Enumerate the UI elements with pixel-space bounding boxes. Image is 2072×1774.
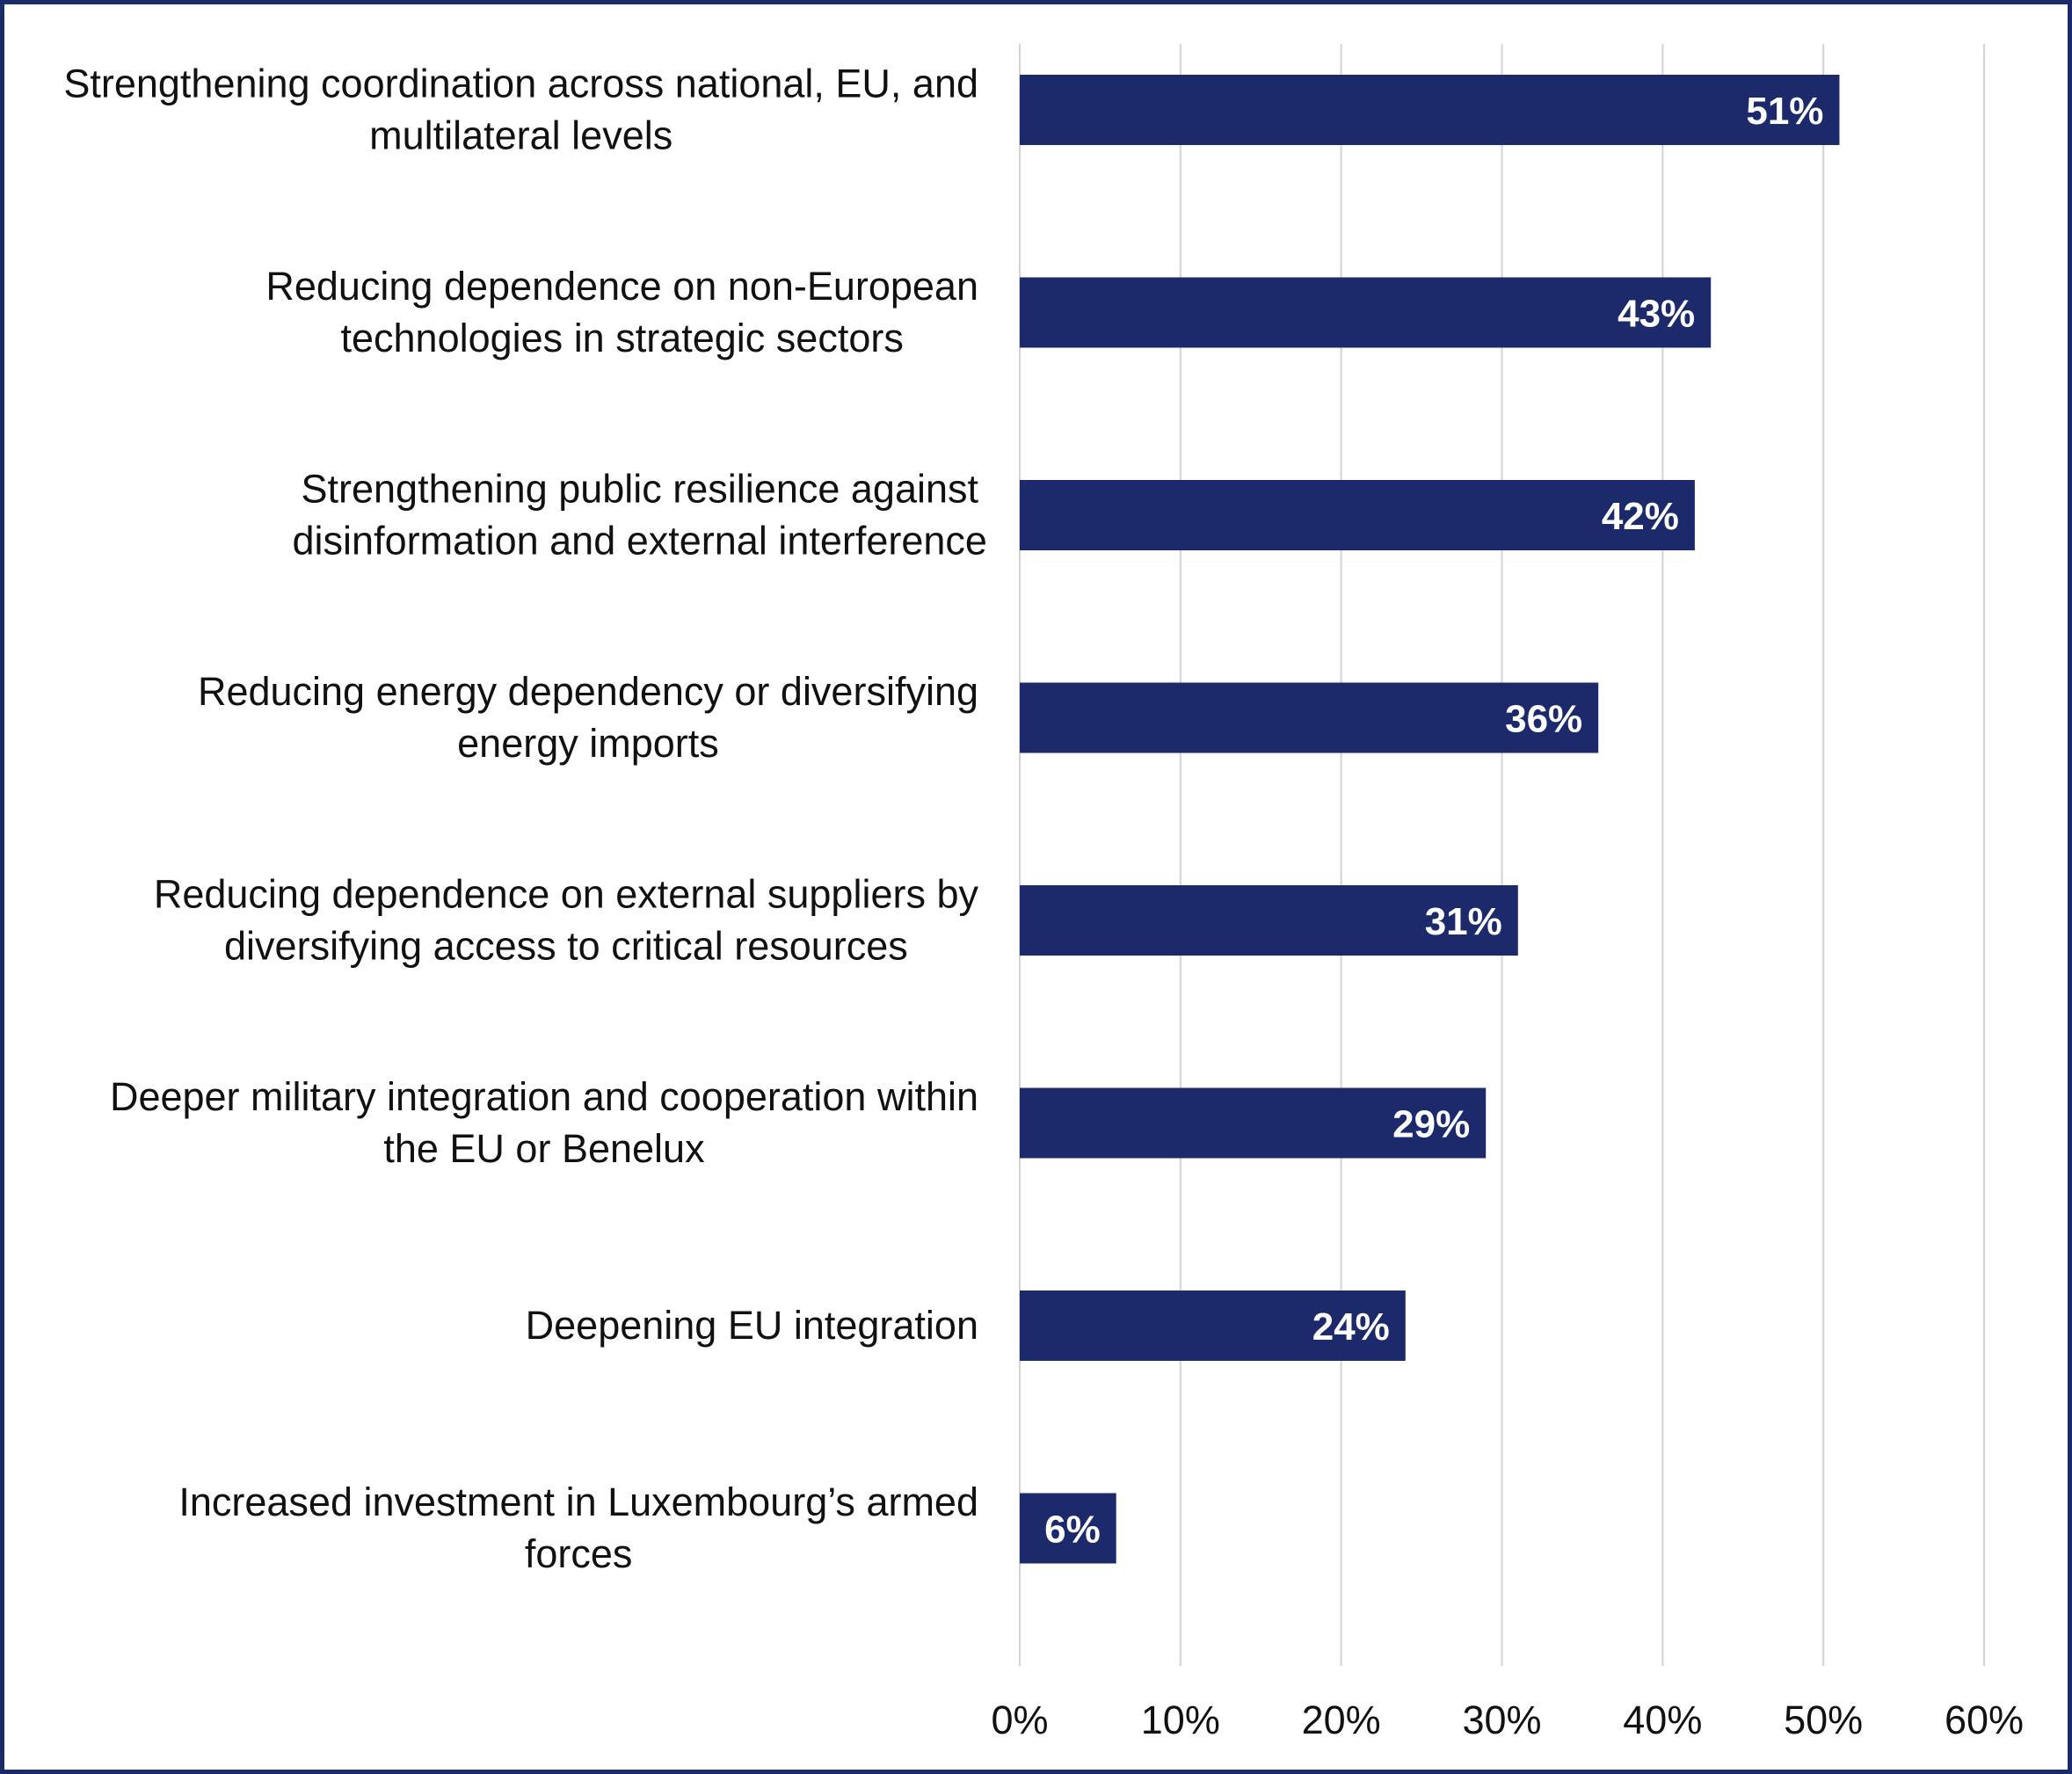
x-axis-tick-labels: 0% 10% 20% 30% 40% 50% 60% — [991, 1698, 2024, 1742]
data-label: 36% — [1505, 698, 1582, 741]
category-label: Deepening EU integration — [526, 1303, 978, 1348]
category-label: Increased investment in Luxembourg’s arm… — [178, 1480, 978, 1576]
category-label: Strengthening public resilience against d… — [293, 467, 987, 563]
bar — [1020, 682, 1599, 753]
data-label: 43% — [1618, 293, 1695, 336]
x-tick-label: 30% — [1462, 1698, 1541, 1742]
bar — [1020, 1087, 1487, 1159]
data-label: 51% — [1746, 90, 1823, 133]
bars: 51% 43% 42% 36% 31% 29% 24% 6% — [1020, 75, 1840, 1564]
category-label-line: Deepening EU integration — [526, 1303, 978, 1348]
category-label-line: energy imports — [457, 721, 719, 766]
bar — [1020, 1291, 1406, 1361]
category-label: Reducing energy dependency or diversifyi… — [198, 669, 978, 766]
category-label: Reducing dependence on non-European techn… — [265, 264, 978, 360]
category-label-line: forces — [525, 1531, 633, 1576]
category-label-line: disinformation and external interference — [293, 519, 987, 563]
x-tick-label: 0% — [991, 1698, 1048, 1742]
x-tick-label: 50% — [1784, 1698, 1863, 1742]
category-label-line: Strengthening coordination across nation… — [63, 62, 978, 106]
category-label-line: diversifying access to critical resource… — [224, 924, 908, 969]
data-label: 31% — [1425, 900, 1502, 943]
category-label-line: Strengthening public resilience against — [302, 467, 979, 512]
bar — [1020, 480, 1695, 550]
bar — [1020, 75, 1840, 145]
x-tick-label: 10% — [1141, 1698, 1220, 1742]
category-label-line: Reducing dependence on non-European — [265, 264, 978, 309]
bar — [1020, 885, 1518, 956]
category-label-line: Reducing energy dependency or diversifyi… — [198, 669, 978, 714]
x-tick-label: 40% — [1623, 1698, 1702, 1742]
category-label: Deeper military integration and cooperat… — [110, 1074, 978, 1171]
data-label: 6% — [1044, 1509, 1101, 1552]
x-tick-label: 20% — [1302, 1698, 1381, 1742]
category-labels: Strengthening coordination across nation… — [63, 62, 987, 1577]
category-label: Reducing dependence on external supplier… — [154, 872, 979, 969]
category-label-line: multilateral levels — [369, 113, 672, 158]
category-label-line: Reducing dependence on external supplier… — [154, 872, 979, 917]
category-label-line: Increased investment in Luxembourg’s arm… — [178, 1480, 978, 1524]
bar — [1020, 277, 1712, 348]
category-label-line: Deeper military integration and cooperat… — [110, 1074, 978, 1119]
data-label: 42% — [1602, 495, 1679, 538]
data-label: 24% — [1312, 1305, 1390, 1349]
x-tick-label: 60% — [1945, 1698, 2024, 1742]
bar — [1020, 1493, 1116, 1564]
category-label-line: the EU or Benelux — [383, 1126, 705, 1171]
category-label-line: technologies in strategic sectors — [341, 316, 904, 360]
category-label: Strengthening coordination across nation… — [63, 62, 978, 158]
data-label: 29% — [1392, 1103, 1470, 1146]
